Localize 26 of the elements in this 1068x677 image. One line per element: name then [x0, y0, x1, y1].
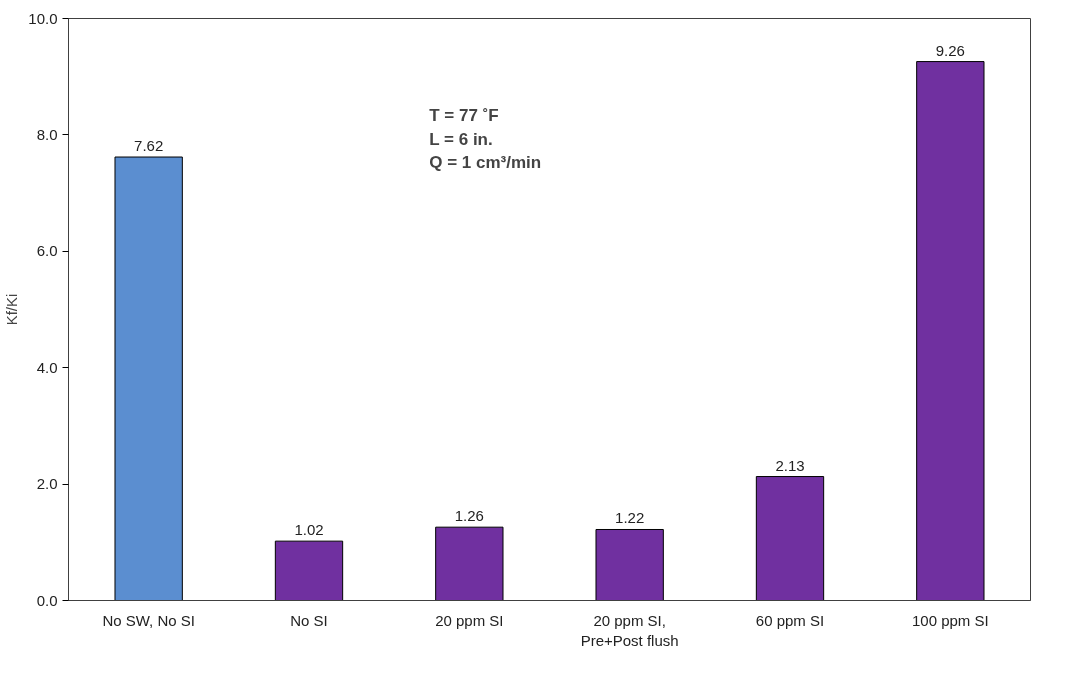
y-tick-label: 2.0 — [36, 475, 58, 493]
data-label: 1.26 — [454, 507, 484, 525]
y-tick-label: 4.0 — [36, 358, 58, 376]
y-tick-label: 8.0 — [36, 125, 58, 143]
x-tick-label: No SW, No SI — [102, 611, 195, 629]
data-label: 9.26 — [935, 41, 965, 59]
data-label: 1.02 — [294, 521, 324, 539]
annotation: T = 77 ˚F L = 6 in. Q = 1 cm³/min — [429, 105, 542, 173]
x-tick-label: 20 ppm SI, Pre+Post flush — [580, 611, 679, 649]
data-label: 1.22 — [615, 509, 645, 527]
data-label: 7.62 — [134, 137, 164, 155]
x-tick-label: 100 ppm SI — [911, 611, 989, 629]
x-tick-label: 60 ppm SI — [755, 611, 825, 629]
bar — [435, 526, 504, 601]
x-tick-label: No SI — [290, 611, 328, 629]
data-label: 2.13 — [775, 456, 805, 474]
y-tick-label: 6.0 — [36, 242, 58, 260]
x-tick-label: 20 ppm SI — [435, 611, 504, 629]
bar — [916, 61, 985, 601]
bar — [114, 156, 183, 601]
y-tick-label: 10.0 — [28, 9, 58, 27]
bar — [755, 476, 825, 601]
bar — [274, 540, 344, 601]
y-axis-title: Kf/Ki — [3, 293, 21, 326]
y-tick-label: 0.0 — [36, 591, 58, 609]
bar — [595, 529, 664, 601]
